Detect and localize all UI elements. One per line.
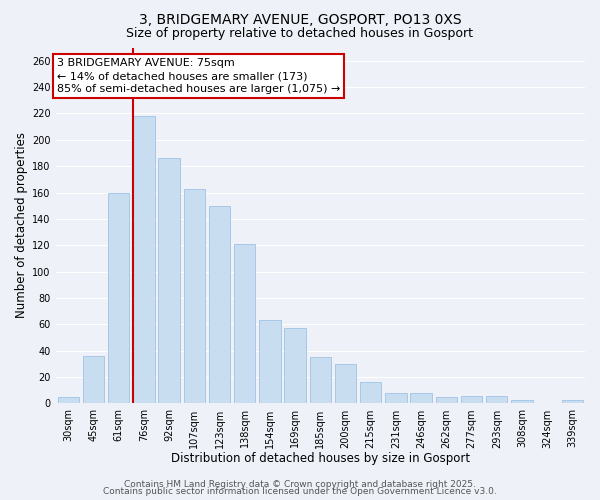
Bar <box>335 364 356 404</box>
Text: Contains HM Land Registry data © Crown copyright and database right 2025.: Contains HM Land Registry data © Crown c… <box>124 480 476 489</box>
Bar <box>284 328 306 404</box>
Bar <box>58 397 79 404</box>
Bar <box>209 206 230 404</box>
Bar <box>158 158 180 404</box>
Text: 3, BRIDGEMARY AVENUE, GOSPORT, PO13 0XS: 3, BRIDGEMARY AVENUE, GOSPORT, PO13 0XS <box>139 12 461 26</box>
Text: 3 BRIDGEMARY AVENUE: 75sqm
← 14% of detached houses are smaller (173)
85% of sem: 3 BRIDGEMARY AVENUE: 75sqm ← 14% of deta… <box>57 58 340 94</box>
Bar <box>83 356 104 404</box>
Text: Contains public sector information licensed under the Open Government Licence v3: Contains public sector information licen… <box>103 487 497 496</box>
Bar <box>436 397 457 404</box>
Bar <box>259 320 281 404</box>
Y-axis label: Number of detached properties: Number of detached properties <box>15 132 28 318</box>
Bar <box>461 396 482 404</box>
Bar <box>486 396 508 404</box>
Bar <box>184 188 205 404</box>
Text: Size of property relative to detached houses in Gosport: Size of property relative to detached ho… <box>127 28 473 40</box>
Bar <box>562 400 583 404</box>
X-axis label: Distribution of detached houses by size in Gosport: Distribution of detached houses by size … <box>171 452 470 465</box>
Bar <box>385 393 407 404</box>
Bar <box>360 382 382 404</box>
Bar <box>511 400 533 404</box>
Bar <box>133 116 155 404</box>
Bar <box>108 192 130 404</box>
Bar <box>310 358 331 404</box>
Bar <box>234 244 256 404</box>
Bar <box>410 393 432 404</box>
